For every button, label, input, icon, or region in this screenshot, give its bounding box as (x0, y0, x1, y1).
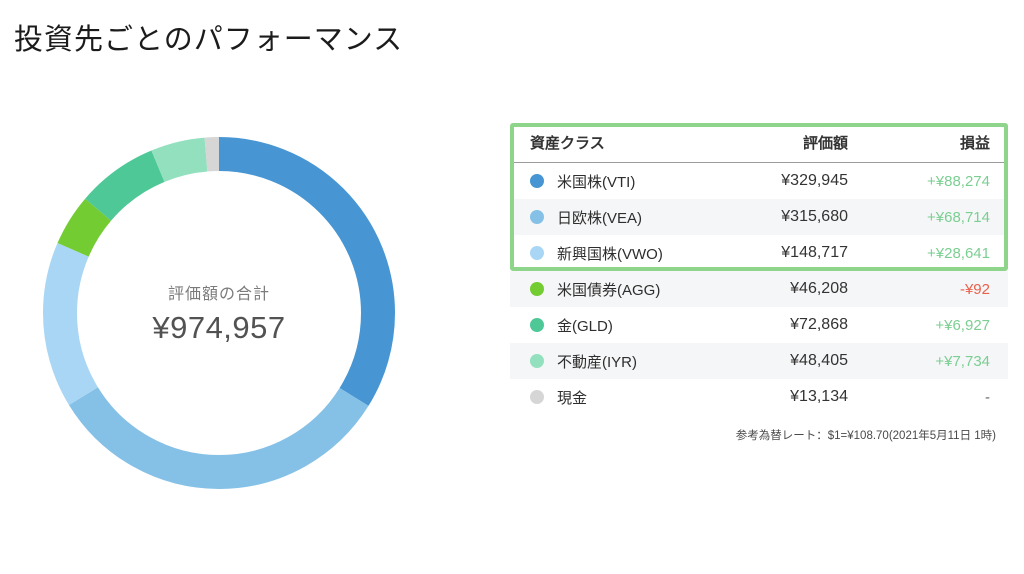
asset-profit-loss: +¥6,927 (935, 316, 990, 334)
asset-valuation: ¥329,945 (781, 172, 848, 189)
header-valuation: 評価額 (802, 135, 848, 152)
asset-valuation: ¥46,208 (790, 280, 848, 297)
table-row: 金(GLD) ¥72,868 +¥6,927 (510, 307, 1008, 343)
header-asset-class: 資産クラス (530, 135, 605, 152)
donut-chart-container: 評価額の合計 ¥974,957 (40, 134, 398, 492)
asset-valuation: ¥13,134 (790, 388, 848, 405)
asset-label: 米国債券(AGG) (557, 281, 661, 299)
donut-segment-7 (43, 137, 395, 489)
asset-label: 金(GLD) (557, 317, 613, 335)
asset-profit-loss: +¥68,714 (927, 208, 990, 226)
donut-chart (43, 137, 395, 489)
asset-dot-icon (530, 390, 544, 404)
donut-segment-3 (43, 137, 395, 489)
asset-label: 日欧株(VEA) (557, 209, 643, 227)
table-row: 米国株(VTI) ¥329,945 +¥88,274 (510, 163, 1008, 199)
table-row: 新興国株(VWO) ¥148,717 +¥28,641 (510, 235, 1008, 271)
asset-label: 現金 (557, 389, 588, 407)
asset-table: 資産クラス 評価額 損益 米国株(VTI) ¥329,945 +¥88,274 … (510, 123, 1008, 443)
table-body: 米国株(VTI) ¥329,945 +¥88,274 日欧株(VEA) ¥315… (510, 163, 1008, 415)
table-header: 資産クラス 評価額 損益 (510, 123, 1008, 163)
asset-dot-icon (530, 210, 544, 224)
asset-label: 米国株(VTI) (557, 173, 636, 191)
page-title: 投資先ごとのパフォーマンス (14, 24, 404, 56)
asset-profit-loss: +¥28,641 (927, 244, 990, 262)
asset-label: 不動産(IYR) (557, 353, 637, 371)
header-profit-loss: 損益 (959, 135, 990, 152)
asset-dot-icon (530, 282, 544, 296)
asset-dot-icon (530, 246, 544, 260)
asset-valuation: ¥72,868 (790, 316, 848, 333)
table-row: 日欧株(VEA) ¥315,680 +¥68,714 (510, 199, 1008, 235)
asset-valuation: ¥48,405 (790, 352, 848, 369)
asset-profit-loss: +¥88,274 (927, 172, 990, 190)
asset-dot-icon (530, 354, 544, 368)
donut-segment-2 (43, 137, 395, 489)
asset-dot-icon (530, 318, 544, 332)
asset-profit-loss: +¥7,734 (935, 352, 990, 370)
table-row: 米国債券(AGG) ¥46,208 -¥92 (510, 271, 1008, 307)
exchange-rate-footnote: 参考為替レート：$1=¥108.70(2021年5月11日 1時) (735, 430, 996, 442)
asset-label: 新興国株(VWO) (557, 245, 663, 263)
asset-valuation: ¥148,717 (781, 244, 848, 261)
table-row: 不動産(IYR) ¥48,405 +¥7,734 (510, 343, 1008, 379)
asset-profit-loss: -¥92 (959, 280, 990, 298)
asset-valuation: ¥315,680 (781, 208, 848, 225)
asset-profit-loss: - (985, 388, 990, 406)
asset-dot-icon (530, 174, 544, 188)
table-row: 現金 ¥13,134 - (510, 379, 1008, 415)
